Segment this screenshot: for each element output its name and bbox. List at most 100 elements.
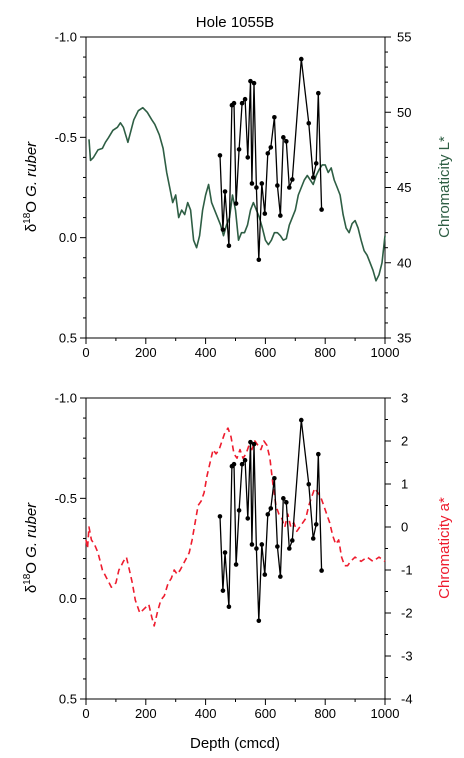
x-tick-label: 800 [314, 345, 336, 360]
d18o-point [313, 522, 319, 527]
x-tick-label: 200 [135, 345, 157, 360]
d18o-point [284, 139, 289, 144]
bottom-chromaticity-a-series [85, 427, 386, 627]
d18o-point [272, 114, 277, 120]
chromaticity-line [88, 106, 386, 282]
y-right-tick-label: 2 [401, 434, 408, 449]
d18o-point [262, 572, 268, 577]
y-right-tick-label: -4 [401, 692, 413, 707]
d18o-point [249, 542, 255, 547]
d18o-point [265, 512, 271, 517]
d18o-point [220, 227, 226, 232]
d18o-point [231, 461, 237, 467]
d18o-point [245, 516, 251, 521]
d18o-point [310, 536, 316, 541]
d18o-point [287, 546, 292, 551]
d18o-point [281, 135, 286, 140]
d18o-point [233, 562, 239, 567]
y-right-tick-label: -1 [401, 563, 413, 578]
d18o-point [275, 183, 280, 188]
d18o-point [231, 100, 237, 106]
bottom-panel: δ18O G. ruber Chromaticity a* Depth (cmc… [22, 391, 453, 753]
top-ticks: 0 200 400 600 800 1000 -1.0 -0.5 0.0 0.5 55 50 45 40 3… [55, 30, 412, 361]
d18o-point [256, 618, 262, 624]
y-right-tick-label: 35 [397, 331, 411, 346]
y-left-tick-label: 0.5 [59, 692, 77, 707]
bottom-ticks: 0 200 400 600 800 1000 -1.0 -0.5 0.0 0.5 3 2 1 0 -1 -2 -… [55, 391, 413, 722]
y-right-tick-label: 45 [397, 180, 411, 195]
x-tick-label: 0 [82, 345, 89, 360]
d18o-point [220, 588, 226, 593]
d18o-point [226, 243, 232, 248]
chromaticity-line [85, 427, 386, 627]
chart-title: Hole 1055B [196, 14, 274, 31]
y-right-tick-label: 55 [397, 30, 411, 45]
d18o-point [287, 185, 292, 190]
top-d18o-series [217, 56, 324, 263]
d18o-point [268, 506, 274, 511]
x-tick-label: 600 [255, 706, 277, 721]
d18o-point [236, 147, 242, 152]
x-tick-label: 400 [195, 345, 217, 360]
d18o-point [226, 604, 232, 609]
y-left-tick-label: 0.0 [59, 230, 77, 245]
x-tick-label: 400 [195, 706, 217, 721]
x-tick-label: 1000 [371, 706, 400, 721]
d18o-point [259, 181, 265, 186]
y-right-tick-label: 50 [397, 105, 411, 120]
d18o-line [219, 419, 323, 622]
d18o-point [278, 574, 283, 579]
d18o-point [319, 207, 324, 212]
x-tick-label: 600 [255, 345, 277, 360]
d18o-point [316, 451, 321, 457]
y-right-tick-label: 40 [397, 255, 411, 270]
d18o-point [249, 181, 255, 186]
d18o-point [272, 475, 277, 481]
d18o-point [290, 538, 295, 543]
d18o-point [251, 441, 257, 447]
x-tick-label: 1000 [371, 345, 400, 360]
x-tick-label: 200 [135, 706, 157, 721]
d18o-point [242, 96, 248, 102]
d18o-point [239, 100, 245, 106]
d18o-point [217, 153, 223, 158]
d18o-point [254, 185, 259, 190]
y-left-tick-label: -1.0 [55, 391, 77, 406]
d18o-point [236, 508, 242, 513]
d18o-point [248, 439, 253, 445]
d18o-point [254, 546, 259, 551]
d18o-point [313, 161, 319, 166]
top-right-axis-label: Chromaticity L* [436, 136, 453, 238]
d18o-point [256, 257, 262, 263]
d18o-point [222, 189, 228, 194]
d18o-point [284, 500, 289, 505]
y-right-tick-label: -3 [401, 649, 413, 664]
d18o-point [259, 542, 265, 547]
d18o-point [298, 56, 304, 62]
d18o-point [290, 177, 295, 182]
y-left-tick-label: -1.0 [55, 30, 77, 45]
d18o-point [248, 78, 253, 84]
d18o-point [217, 514, 223, 519]
d18o-point [306, 120, 312, 126]
y-right-tick-label: 1 [401, 477, 408, 492]
x-tick-label: 800 [314, 706, 336, 721]
d18o-point [310, 175, 316, 180]
d18o-point [233, 201, 239, 206]
d18o-point [262, 211, 268, 216]
d18o-point [245, 155, 251, 160]
y-left-tick-label: 0.0 [59, 591, 77, 606]
y-right-tick-label: -2 [401, 606, 413, 621]
top-left-axis-label: δ18O G. ruber [22, 141, 40, 232]
d18o-point [319, 568, 324, 573]
bottom-left-axis-label: δ18O G. ruber [22, 502, 40, 593]
y-left-tick-label: -0.5 [55, 130, 77, 145]
d18o-point [275, 544, 280, 549]
d18o-point [265, 151, 271, 156]
d18o-point [268, 145, 274, 150]
y-left-tick-label: -0.5 [55, 491, 77, 506]
top-chromaticity-L-series [88, 106, 386, 282]
x-tick-label: 0 [82, 706, 89, 721]
x-axis-label: Depth (cmcd) [190, 735, 280, 752]
